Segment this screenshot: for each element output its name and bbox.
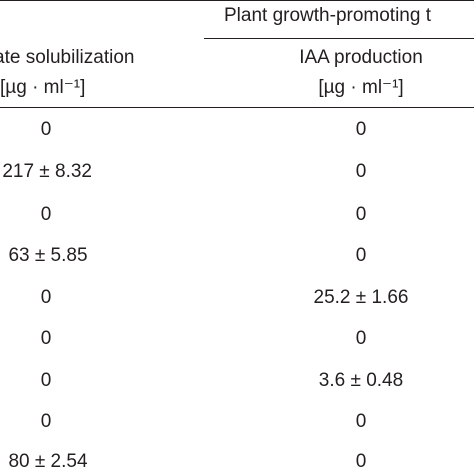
table-cell-phosphate: 0 [40,119,52,140]
table-cell-iaa: 25.2 ± 1.66 [313,287,409,308]
table-cell-phosphate: 217 ± 8.32 [2,161,92,182]
column-header-phosphate-title: ate solubilization [0,47,135,68]
table-cell-iaa: 0 [355,328,367,349]
table-cell-iaa: 0 [355,119,367,140]
column-header-iaa-unit: [µg · ml⁻¹] [318,77,404,98]
table-cell-phosphate: 63 ± 5.85 [8,245,88,266]
table-cell-iaa: 0 [355,245,367,266]
column-header-iaa-title: IAA production [299,47,423,68]
table-cell-iaa: 0 [355,451,367,472]
table-cell-iaa: 0 [355,204,367,225]
table-cell-iaa: 0 [355,161,367,182]
table-cell-phosphate: 0 [40,328,52,349]
table-cell-iaa: 0 [355,411,367,432]
table-cell-phosphate: 0 [40,287,52,308]
column-header-phosphate-unit: [µg · ml⁻¹] [0,77,86,98]
table-cell-phosphate: 80 ± 2.54 [8,451,88,472]
top-rule [0,0,474,1]
table-cell-iaa: 3.6 ± 0.48 [318,370,404,391]
header-bottom-rule [0,107,474,108]
table-cell-phosphate: 0 [40,370,52,391]
table-cell-phosphate: 0 [40,411,52,432]
group-header: Plant growth-promoting t [224,5,431,26]
table-cell-phosphate: 0 [40,204,52,225]
group-header-rule [204,38,474,39]
